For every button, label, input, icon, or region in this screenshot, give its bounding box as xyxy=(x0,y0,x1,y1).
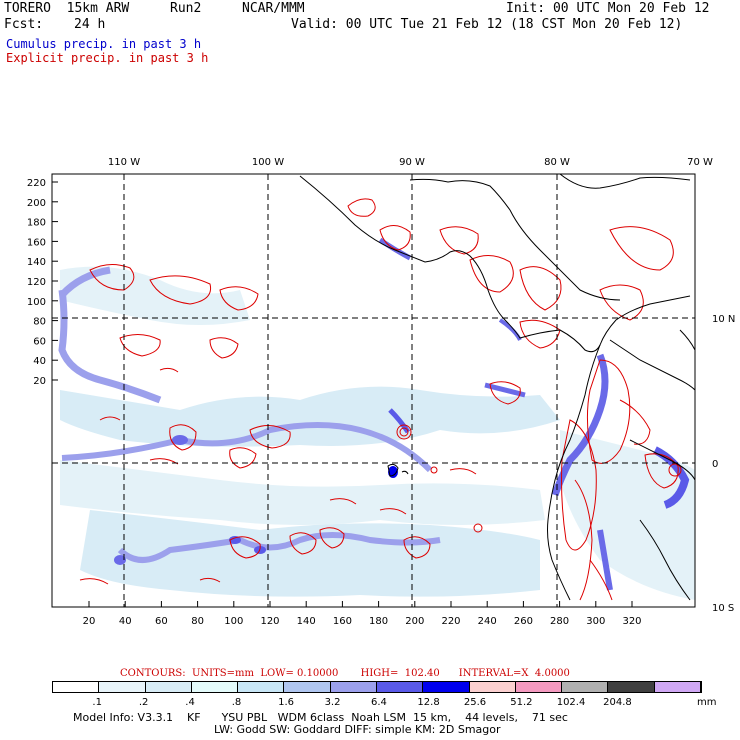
lat-labels: 10 N 0 10 S xyxy=(712,314,735,614)
colorbar-labels: .1 .2 .4 .8 1.6 3.2 6.4 12.8 25.6 51.2 102.4 204.8 xyxy=(0,696,740,710)
init-time: Init: 00 UTC Mon 20 Feb 12 xyxy=(506,1,710,16)
x-tick-label: 220 xyxy=(441,616,460,627)
x-tick-label: 300 xyxy=(586,616,605,627)
colorbar-swatch xyxy=(284,682,331,692)
y-tick-label: 80 xyxy=(33,317,46,328)
precip-shading xyxy=(58,237,695,600)
plot-frame xyxy=(51,173,696,608)
colorbar-swatch xyxy=(99,682,146,692)
explicit-legend: Explicit precip. in past 3 h xyxy=(6,51,209,65)
x-tick-label: 60 xyxy=(155,616,168,627)
x-tick-label: 240 xyxy=(478,616,497,627)
x-tick-label: 100 xyxy=(224,616,243,627)
lon-label: 70 W xyxy=(687,157,713,168)
colorbar-label: 3.2 xyxy=(324,697,341,708)
tick-marks xyxy=(52,181,633,607)
x-tick-label: 140 xyxy=(297,616,316,627)
colorbar-label: 204.8 xyxy=(603,697,632,708)
x-tick-label: 180 xyxy=(369,616,388,627)
model-info-line1: Model Info: V3.3.1 KF YSU PBL WDM 6class… xyxy=(73,711,568,724)
cumulus-legend: Cumulus precip. in past 3 h xyxy=(6,37,202,51)
model-title: TORERO 15km ARW xyxy=(4,1,130,16)
lon-label: 80 W xyxy=(544,157,570,168)
lat-label: 10 N xyxy=(712,314,735,325)
colorbar-swatch xyxy=(423,682,470,692)
colorbar-swatch xyxy=(191,682,239,692)
lon-label: 90 W xyxy=(399,157,425,168)
valid-time: Valid: 00 UTC Tue 21 Feb 12 (18 CST Mon … xyxy=(291,17,683,32)
colorbar-label: 25.6 xyxy=(463,697,487,708)
x-tick-label: 320 xyxy=(622,616,641,627)
lat-label: 10 S xyxy=(712,603,734,614)
x-tick-label: 40 xyxy=(119,616,132,627)
y-tick-label: 160 xyxy=(27,237,46,248)
colorbar-swatch xyxy=(376,682,424,692)
x-tick-label: 20 xyxy=(83,616,96,627)
fcst-label: Fcst: xyxy=(4,17,44,32)
colorbar-swatch xyxy=(469,682,516,692)
run-label: Run2 xyxy=(170,1,202,16)
lon-labels: 110 W 100 W 90 W 80 W 70 W xyxy=(108,157,713,168)
x-tick-label: 160 xyxy=(333,616,352,627)
model-info-line2: LW: Godd SW: Goddard DIFF: simple KM: 2D… xyxy=(214,723,501,736)
contours-info: CONTOURS: UNITS=mm LOW= 0.10000 HIGH= 10… xyxy=(120,668,570,679)
colorbar-swatch xyxy=(145,682,192,692)
x-tick-labels: 20 40 60 80 100 120 140 160 180 200 220 240 260 280 30… xyxy=(83,616,642,627)
colorbar-swatch xyxy=(608,682,655,692)
y-tick-labels: 220 200 180 160 140 120 100 80 60 40 20 xyxy=(27,178,46,387)
x-tick-label: 80 xyxy=(191,616,204,627)
x-tick-label: 200 xyxy=(405,616,424,627)
lon-label: 100 W xyxy=(252,157,284,168)
y-tick-label: 200 xyxy=(27,198,46,209)
colorbar-label: 102.4 xyxy=(556,697,586,708)
colorbar-label: 12.8 xyxy=(417,697,440,708)
org-label: NCAR/MMM xyxy=(242,1,305,16)
y-tick-label: 140 xyxy=(27,257,46,268)
colorbar-unit: mm xyxy=(697,697,717,708)
colorbar-swatch xyxy=(654,682,701,692)
explicit-contours xyxy=(79,198,682,601)
colorbar xyxy=(52,681,702,693)
x-tick-label: 280 xyxy=(550,616,569,627)
x-tick-label: 120 xyxy=(260,616,279,627)
colorbar-label: 51.2 xyxy=(510,697,533,708)
lat-label: 0 xyxy=(712,459,718,470)
colorbar-swatch xyxy=(515,682,563,692)
colorbar-label: .4 xyxy=(185,697,195,708)
y-tick-label: 220 xyxy=(27,178,46,189)
y-tick-label: 40 xyxy=(33,356,46,367)
colorbar-label: .8 xyxy=(231,697,242,708)
y-tick-label: 100 xyxy=(27,297,46,308)
coastlines xyxy=(299,174,695,601)
y-tick-label: 180 xyxy=(27,218,46,229)
y-tick-label: 60 xyxy=(33,336,46,347)
latlon-grid xyxy=(52,174,695,607)
fcst-value: 24 h xyxy=(74,17,106,32)
colorbar-swatch xyxy=(330,682,377,692)
colorbar-label: .2 xyxy=(138,697,149,708)
colorbar-label: 6.4 xyxy=(371,697,387,708)
y-tick-label: 20 xyxy=(33,376,46,387)
colorbar-swatch xyxy=(53,682,100,692)
colorbar-swatch xyxy=(238,682,285,692)
colorbar-label: .1 xyxy=(92,697,102,708)
colorbar-label: 1.6 xyxy=(278,697,295,708)
y-tick-label: 120 xyxy=(27,277,46,288)
x-tick-label: 260 xyxy=(514,616,533,627)
lon-label: 110 W xyxy=(108,157,140,168)
colorbar-swatch xyxy=(562,682,609,692)
